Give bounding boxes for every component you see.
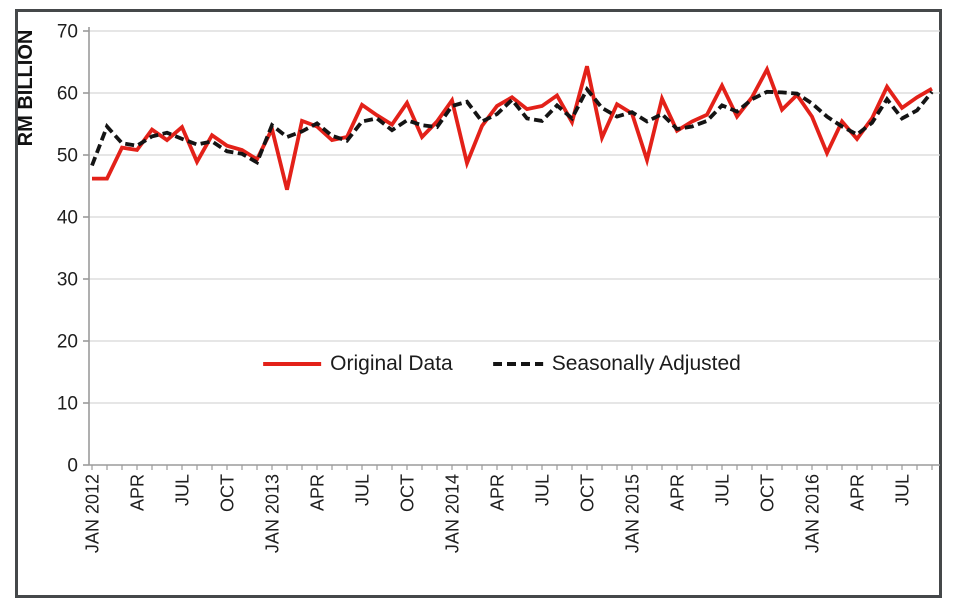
x-tick-label: JUL: [353, 474, 373, 506]
y-tick-label: 70: [57, 22, 78, 43]
y-tick-label: 0: [67, 456, 78, 477]
x-tick-label: JAN 2015: [623, 474, 643, 553]
y-axis-title: RM BILLION: [15, 30, 37, 147]
legend-adjusted-line-swatch-icon: [492, 362, 543, 366]
x-tick-label: JUL: [173, 474, 193, 506]
x-tick-label: JUL: [533, 474, 553, 506]
y-tick-label: 40: [57, 208, 78, 229]
x-tick-label: APR: [488, 474, 508, 511]
x-tick-label: APR: [128, 474, 148, 511]
x-tick-label: JAN 2014: [443, 474, 463, 553]
x-tick-label: JUL: [713, 474, 733, 506]
original-data-line: [92, 64, 933, 191]
y-tick-label: 30: [57, 270, 78, 291]
seasonally-adjusted-line: [90, 85, 934, 167]
x-tick-label: JAN 2012: [83, 474, 103, 553]
x-tick-label: OCT: [218, 474, 238, 512]
y-tick-label: 50: [57, 146, 78, 167]
x-tick-label: OCT: [578, 474, 598, 512]
x-tick-label: APR: [848, 474, 868, 511]
legend: Original Data Seasonally Adjusted: [263, 352, 741, 376]
x-tick-label: JAN 2016: [803, 474, 823, 553]
legend-label-original: Original Data: [330, 352, 453, 375]
x-tick-label: OCT: [398, 474, 418, 512]
legend-label-seasonally-adjusted: Seasonally Adjusted: [551, 352, 741, 375]
x-tick-label: JUL: [893, 474, 913, 506]
y-tick-label: 20: [57, 332, 78, 353]
legend-item-original: Original Data: [263, 352, 453, 376]
x-tick-label: APR: [308, 474, 328, 511]
y-tick-label: 60: [57, 84, 78, 105]
y-tick-label: 10: [57, 394, 78, 415]
legend-original-line-swatch-icon: [263, 362, 322, 366]
figure-border: [15, 9, 942, 598]
x-tick-label: OCT: [758, 474, 778, 512]
legend-item-seasonally-adjusted: Seasonally Adjusted: [492, 352, 741, 376]
x-tick-label: JAN 2013: [263, 474, 283, 553]
x-tick-label: APR: [668, 474, 688, 511]
